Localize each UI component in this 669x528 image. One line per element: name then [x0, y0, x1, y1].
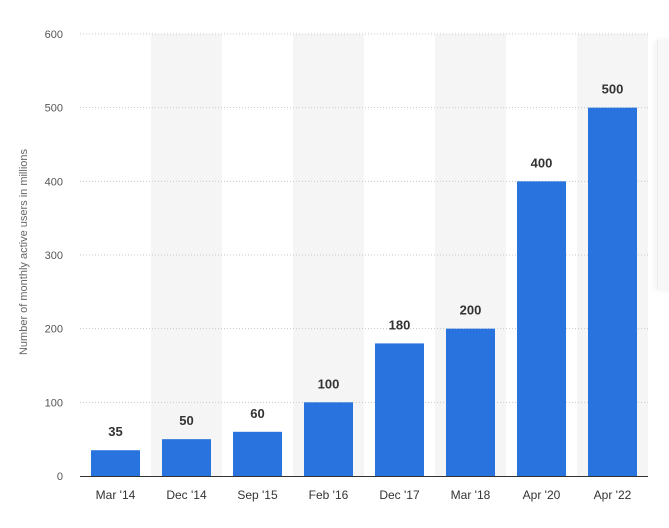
bar [446, 328, 495, 476]
bar [233, 431, 282, 476]
y-tick-label: 400 [45, 176, 63, 188]
data-label: 400 [531, 155, 553, 170]
bar [91, 450, 140, 476]
bar [588, 107, 637, 477]
data-label: 100 [318, 376, 340, 391]
y-tick-label: 300 [45, 250, 63, 262]
bar [375, 343, 424, 476]
data-label: 500 [602, 82, 624, 97]
data-label: 50 [179, 413, 193, 428]
data-labels: 35 50 60 100 180 200 400 500 [108, 82, 623, 440]
x-tick-label: Dec '17 [379, 488, 420, 502]
x-tick-label: Apr '20 [523, 488, 561, 502]
bars [91, 107, 637, 477]
data-label: 180 [389, 317, 411, 332]
y-tick-label: 200 [45, 324, 63, 336]
bar [304, 402, 353, 476]
x-tick-label: Apr '22 [594, 488, 632, 502]
bar [517, 181, 566, 477]
y-axis-label: Number of monthly active users in millio… [18, 148, 30, 356]
band-1 [151, 34, 222, 476]
y-axis-ticks: 0 100 200 300 400 500 600 [45, 29, 63, 483]
data-label: 35 [108, 424, 122, 439]
bar [162, 439, 211, 476]
x-tick-label: Mar '14 [96, 488, 136, 502]
x-axis-ticks: Mar '14 Dec '14 Sep '15 Feb '16 Dec '17 Mar '… [96, 488, 632, 502]
x-tick-label: Sep '15 [237, 488, 278, 502]
y-tick-label: 600 [45, 29, 63, 41]
data-label: 60 [250, 406, 264, 421]
y-tick-label: 0 [57, 471, 63, 483]
x-tick-label: Mar '18 [451, 488, 491, 502]
y-tick-label: 500 [45, 103, 63, 115]
data-label: 200 [460, 303, 482, 318]
x-tick-label: Dec '14 [166, 488, 207, 502]
side-panel-edge [657, 40, 669, 290]
y-tick-label: 100 [45, 397, 63, 409]
x-tick-label: Feb '16 [309, 488, 349, 502]
